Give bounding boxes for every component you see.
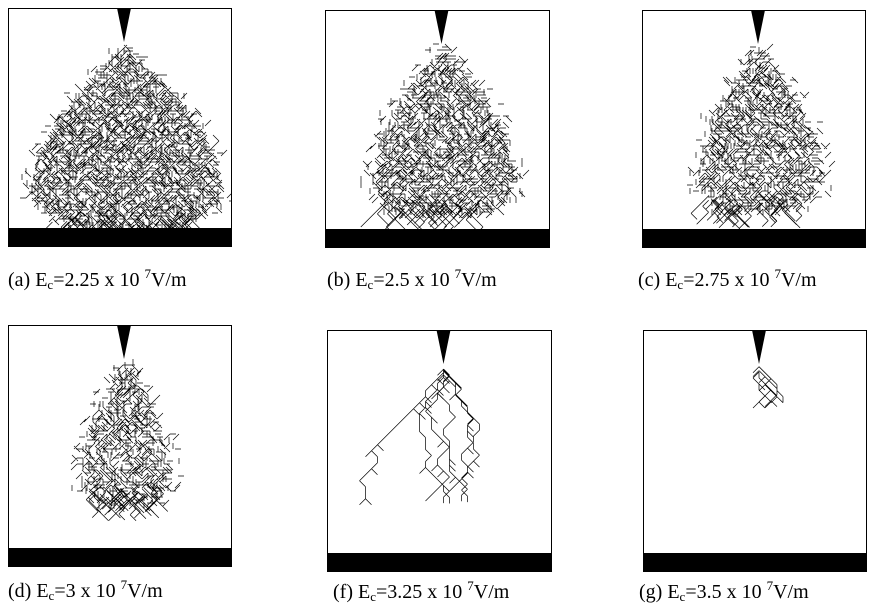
caption: (f) Ec=3.25 x 10 7V/m xyxy=(333,578,509,605)
caption: (a) Ec=2.25 x 10 7V/m xyxy=(8,266,187,293)
needle xyxy=(752,330,766,364)
discharge-tree xyxy=(752,366,784,409)
caption-text: =3.25 x 10 xyxy=(375,581,468,603)
electrode-plate xyxy=(327,553,552,572)
discharge-tree xyxy=(20,44,232,247)
caption-text: =2.75 x 10 xyxy=(683,269,775,291)
caption-sub: c xyxy=(370,589,376,604)
caption: (b) Ec=2.5 x 10 7V/m xyxy=(327,266,497,293)
caption-label: (g) E xyxy=(639,581,680,603)
discharge-tree xyxy=(687,43,836,230)
caption-unit: V/m xyxy=(780,269,817,291)
needle xyxy=(117,8,131,42)
simulation xyxy=(8,8,232,247)
caption-sub: c xyxy=(48,588,55,603)
frame xyxy=(8,8,232,247)
caption-label: (a) E xyxy=(8,269,48,291)
simulation xyxy=(325,10,550,248)
caption-sup: 7 xyxy=(120,577,128,592)
caption-unit: V/m xyxy=(461,269,497,291)
caption-text: =3.5 x 10 xyxy=(685,581,767,603)
caption-sub: c xyxy=(47,277,54,292)
caption-label: (d) E xyxy=(8,580,49,602)
caption-sub: c xyxy=(677,277,684,292)
caption-text: =3 x 10 xyxy=(54,580,121,602)
electrode-plate xyxy=(325,229,550,248)
electrode-plate xyxy=(8,548,232,567)
caption-sup: 7 xyxy=(454,266,462,281)
frame xyxy=(643,330,867,572)
caption-label: (f) E xyxy=(333,581,371,603)
simulation xyxy=(643,330,867,572)
needle xyxy=(117,325,131,359)
frame xyxy=(327,330,552,572)
caption: (c) Ec=2.75 x 10 7V/m xyxy=(638,266,817,293)
panel: (f) Ec=3.25 x 10 7V/m xyxy=(327,330,552,608)
caption-sup: 7 xyxy=(144,266,151,281)
panel: (a) Ec=2.25 x 10 7V/m xyxy=(8,8,232,296)
caption: (g) Ec=3.5 x 10 7V/m xyxy=(639,578,809,605)
caption-unit: V/m xyxy=(150,269,187,291)
caption-sup: 7 xyxy=(774,266,781,281)
needle xyxy=(436,330,451,364)
caption-text: =2.5 x 10 xyxy=(373,269,455,291)
caption-label: (b) E xyxy=(327,269,368,291)
caption-text: =2.25 x 10 xyxy=(53,269,145,291)
electrode-plate xyxy=(643,553,867,572)
panel: (c) Ec=2.75 x 10 7V/m xyxy=(638,10,866,296)
caption-label: (c) E xyxy=(638,269,678,291)
caption-unit: V/m xyxy=(127,580,163,602)
caption-sup: 7 xyxy=(467,578,474,593)
caption-sub: c xyxy=(367,277,374,292)
needle xyxy=(751,10,765,44)
discharge-tree xyxy=(70,359,184,521)
electrode-plate xyxy=(642,229,866,248)
caption-sup: 7 xyxy=(766,578,774,593)
panel: (b) Ec=2.5 x 10 7V/m xyxy=(325,10,550,296)
caption-sub: c xyxy=(679,589,686,604)
panel: (d) Ec=3 x 10 7V/m xyxy=(8,325,232,607)
simulation xyxy=(8,325,232,567)
discharge-tree xyxy=(359,368,480,505)
panel: (g) Ec=3.5 x 10 7V/m xyxy=(639,330,867,608)
frame xyxy=(642,10,866,248)
caption-unit: V/m xyxy=(473,581,510,603)
needle xyxy=(434,10,449,44)
caption: (d) Ec=3 x 10 7V/m xyxy=(8,577,163,604)
simulation xyxy=(327,330,552,572)
discharge-tree xyxy=(360,43,530,234)
caption-unit: V/m xyxy=(773,581,809,603)
simulation xyxy=(642,10,866,248)
